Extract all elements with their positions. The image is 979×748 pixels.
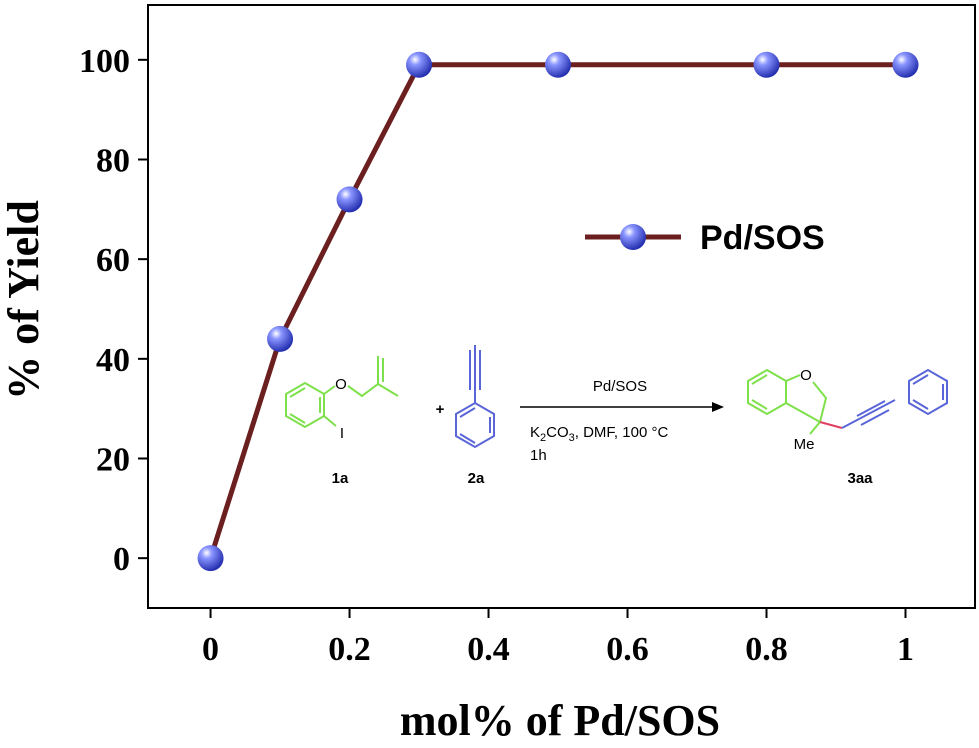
ring bbox=[455, 401, 495, 449]
atom-label: I bbox=[340, 425, 344, 442]
legend-marker bbox=[620, 224, 646, 250]
bond bbox=[912, 399, 929, 410]
y-tick-label: 100 bbox=[79, 43, 130, 80]
bond bbox=[323, 415, 337, 427]
reaction-scheme: O I 1a + 2a Pd/SOS K2CO3, DMF, 100 °C 1h bbox=[285, 345, 948, 487]
y-tick-label: 0 bbox=[113, 541, 130, 578]
conditions-part: 2 bbox=[540, 432, 546, 444]
ring bbox=[285, 381, 325, 429]
marker bbox=[336, 186, 363, 213]
y-axis-title: % of Yield bbox=[0, 200, 48, 400]
bond bbox=[912, 374, 929, 385]
conditions-part: CO bbox=[546, 424, 569, 441]
conditions: K2CO3, DMF, 100 °C bbox=[530, 424, 668, 444]
plus: + bbox=[436, 401, 445, 418]
chain bbox=[347, 382, 399, 398]
marker bbox=[753, 51, 780, 78]
x-tick-label: 0.2 bbox=[328, 631, 371, 668]
y-tick-label: 20 bbox=[96, 441, 130, 478]
x-tick-label: 0 bbox=[202, 631, 219, 668]
ring bbox=[908, 368, 948, 416]
conditions-part: , DMF, 100 °C bbox=[575, 424, 669, 441]
conditions-part: 3 bbox=[569, 432, 575, 444]
ring-bonds bbox=[785, 381, 828, 424]
bond bbox=[323, 385, 336, 395]
atom-label: Me bbox=[794, 436, 815, 453]
arrow-head bbox=[712, 402, 724, 412]
bond bbox=[289, 387, 306, 398]
bond bbox=[860, 409, 890, 426]
bond bbox=[751, 374, 768, 385]
series-line bbox=[208, 62, 906, 559]
marker bbox=[197, 545, 224, 572]
x-tick-label: 0.6 bbox=[606, 631, 649, 668]
x-axis-title: mol% of Pd/SOS bbox=[400, 696, 720, 745]
x-tick-label: 1 bbox=[897, 631, 914, 668]
bond bbox=[459, 433, 476, 444]
ring bbox=[747, 368, 787, 416]
compound-label: 1a bbox=[332, 470, 349, 487]
bond bbox=[751, 399, 768, 410]
legend-label: Pd/SOS bbox=[700, 219, 825, 257]
atom-label: O bbox=[800, 367, 812, 384]
x-tick-label: 0.4 bbox=[467, 631, 510, 668]
bond bbox=[819, 421, 843, 429]
marker bbox=[406, 51, 433, 78]
y-tick-label: 80 bbox=[96, 142, 130, 179]
y-tick-label: 40 bbox=[96, 342, 130, 379]
plot-frame bbox=[147, 4, 976, 609]
bond bbox=[809, 421, 821, 435]
catalyst: Pd/SOS bbox=[593, 378, 647, 395]
bond bbox=[785, 374, 801, 382]
time: 1h bbox=[530, 447, 547, 464]
compound-label: 3aa bbox=[847, 470, 873, 487]
marker bbox=[892, 51, 919, 78]
x-tick-label: 0.8 bbox=[745, 631, 788, 668]
compound-label: 2a bbox=[468, 470, 485, 487]
marker bbox=[267, 325, 294, 352]
bond bbox=[856, 400, 886, 417]
bond bbox=[289, 413, 306, 424]
y-tick-label: 60 bbox=[96, 242, 130, 279]
atom-label: O bbox=[335, 376, 347, 393]
bond bbox=[459, 407, 476, 418]
conditions-part: K bbox=[530, 424, 540, 441]
bond bbox=[841, 399, 896, 429]
marker bbox=[545, 51, 572, 78]
